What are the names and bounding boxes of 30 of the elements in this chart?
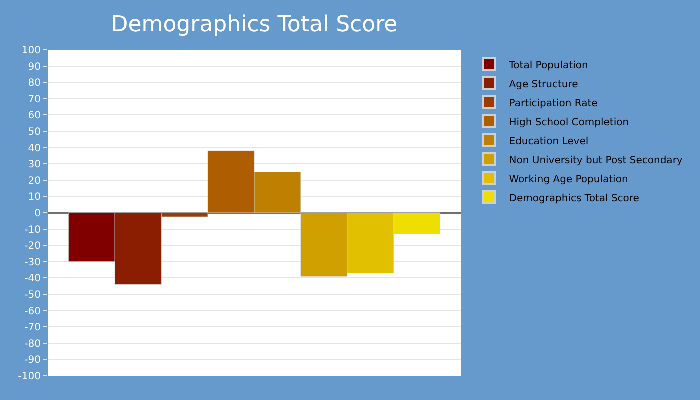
- y-tick-label: 10: [28, 192, 41, 204]
- y-tick-label: 40: [28, 143, 41, 154]
- y-tick-label: 100: [22, 46, 41, 56]
- y-tick-label: 30: [28, 160, 41, 171]
- y-tick-label: -20: [24, 241, 41, 252]
- y-tick-label: -40: [24, 274, 41, 285]
- legend-label: High School Completion: [509, 117, 630, 128]
- y-tick-label: -60: [24, 306, 41, 318]
- legend-label: Total Population: [508, 60, 588, 72]
- y-tick-label: 0: [34, 208, 41, 220]
- y-tick-label: 80: [28, 78, 41, 90]
- chart-title: Demographics Total Score: [111, 12, 398, 38]
- y-tick-label: -30: [24, 257, 41, 268]
- y-tick-label: -70: [24, 322, 41, 334]
- y-tick-label: -80: [24, 338, 41, 350]
- legend-label: Demographics Total Score: [509, 193, 640, 204]
- legend-label: Working Age Population: [509, 174, 628, 186]
- y-tick-label: -10: [24, 224, 41, 236]
- y-tick-label: 60: [28, 110, 41, 122]
- y-tick-label: 70: [28, 94, 41, 106]
- y-tick-label: 90: [28, 62, 41, 73]
- legend-label: Non University but Post Secondary: [509, 155, 683, 166]
- y-tick-label: -50: [24, 290, 41, 301]
- legend-label: Education Level: [509, 136, 589, 148]
- legend-label: Participation Rate: [509, 98, 598, 110]
- y-tick-label: -90: [24, 355, 41, 366]
- legend-label: Age Structure: [509, 79, 578, 90]
- y-tick-label: 50: [28, 127, 41, 138]
- y-tick-label: -100: [18, 372, 41, 382]
- y-tick-label: 20: [28, 176, 41, 187]
